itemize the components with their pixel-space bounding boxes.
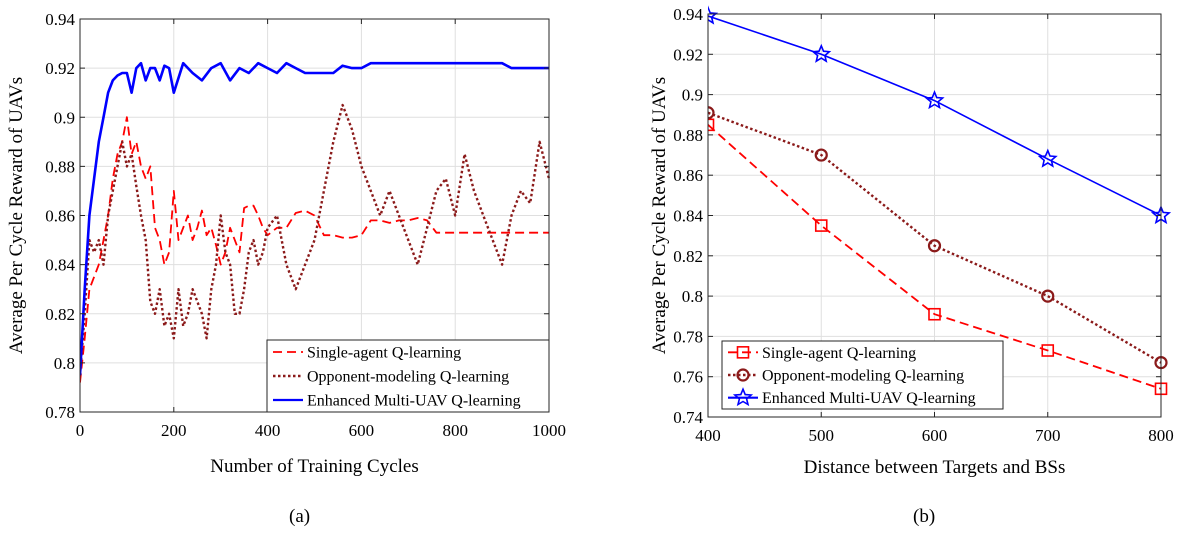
x-tick-label: 800 [442, 421, 468, 440]
legend-marker [732, 387, 754, 407]
x-tick-label: 600 [922, 426, 948, 445]
y-tick-label: 0.82 [673, 247, 703, 266]
legend-marker [736, 346, 750, 359]
y-tick-label: 0.9 [682, 86, 703, 105]
y-tick-label: 0.92 [673, 45, 703, 64]
x-tick-label: 400 [255, 421, 281, 440]
x-tick-label: 0 [76, 421, 85, 440]
legend-label: Enhanced Multi-UAV Q-learning [307, 393, 521, 410]
y-tick-label: 0.88 [45, 157, 75, 176]
legend-b: Single-agent Q-learning Opponent-modeling… [721, 340, 1004, 410]
series-a-1 [80, 116, 549, 383]
data-point [1041, 344, 1055, 357]
data-point [814, 148, 828, 162]
chart-a: 0 200 400 600 800 1000 0.78 0.8 0.82 0.84 0.86 0.88… [6, 10, 566, 477]
y-tick-label: 0.94 [673, 5, 703, 24]
y-tick-label: 0.9 [54, 108, 75, 127]
y-tick-label: 0.92 [45, 59, 75, 78]
legend-a: Single-agent Q-learning Opponent-modeling… [266, 339, 550, 413]
x-tick-label: 800 [1148, 426, 1174, 445]
y-tick-label: 0.78 [673, 327, 703, 346]
data-point [1037, 148, 1058, 168]
legend-box [266, 339, 550, 413]
series-line-a-3 [80, 61, 549, 376]
legend-label: Opponent-modeling Q-learning [762, 368, 964, 385]
y-tick-label: 0.84 [45, 256, 75, 275]
y-tick-label: 0.88 [673, 126, 703, 145]
y-tick-label: 0.94 [45, 10, 75, 29]
data-point [927, 239, 942, 253]
series-b-1 [708, 118, 1168, 396]
y-axis-label: Average Per Cycle Reward of UAVs [649, 77, 670, 354]
data-point [814, 219, 828, 232]
series-a-3 [80, 61, 549, 376]
series-line-b-2 [708, 111, 1162, 364]
x-axis-label: Distance between Targets and BSs [804, 457, 1066, 478]
series-line-a-2 [80, 103, 551, 376]
chart-b: 400 500 600 700 800 0.74 0.76 0.78 0.8 0.82 0.84 0.… [649, 5, 1174, 478]
data-point [924, 89, 945, 110]
x-tick-label: 400 [695, 426, 721, 445]
y-tick-label: 0.86 [673, 166, 703, 185]
y-axis-label: Average Per Cycle Reward of UAVs [6, 77, 27, 354]
data-point [811, 43, 832, 63]
legend-label: Opponent-modeling Q-learning [307, 369, 509, 386]
y-tick-label: 0.84 [673, 207, 703, 226]
x-axis-label: Number of Training Cycles [210, 456, 418, 477]
y-tick-label: 0.82 [45, 305, 75, 324]
subfigure-label-a: (a) [289, 506, 311, 527]
series-line-a-1 [80, 116, 549, 383]
y-tick-label: 0.78 [45, 403, 75, 422]
legend-label: Single-agent Q-learning [307, 345, 461, 362]
y-tick-label: 0.8 [54, 354, 75, 373]
y-tick-label: 0.76 [673, 368, 703, 387]
legend-marker [736, 368, 750, 382]
data-point [928, 307, 941, 321]
legend-label: Enhanced Multi-UAV Q-learning [762, 390, 976, 407]
y-tick-label: 0.86 [45, 207, 75, 226]
legend-box [721, 340, 1004, 410]
series-a-2 [80, 103, 551, 376]
x-tick-label: 500 [809, 426, 835, 445]
y-tick-label: 0.74 [673, 408, 703, 427]
series-line-b-3 [708, 15, 1162, 217]
y-tick-label: 0.8 [682, 287, 703, 306]
data-point [708, 118, 715, 132]
x-tick-label: 700 [1035, 426, 1061, 445]
series-b-3 [708, 5, 1171, 225]
x-tick-label: 600 [349, 421, 375, 440]
x-tick-label: 1000 [532, 421, 566, 440]
x-tick-label: 200 [161, 421, 187, 440]
data-point [708, 5, 719, 25]
subfigure-label-b: (b) [913, 506, 936, 527]
data-point [708, 106, 715, 120]
data-point [1041, 289, 1055, 303]
legend-label: Single-agent Q-learning [762, 345, 916, 362]
series-line-b-1 [708, 124, 1162, 390]
